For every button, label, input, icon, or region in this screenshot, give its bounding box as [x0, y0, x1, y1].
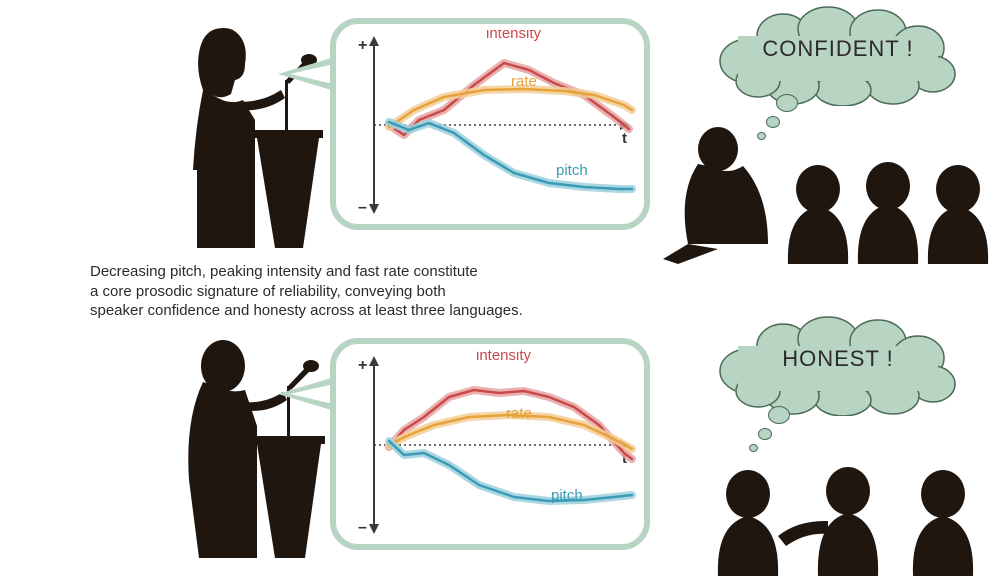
thought-bubble-bottom: HONEST ! — [708, 316, 968, 406]
prosody-chart-top: + – t intensity rate pitch — [346, 30, 636, 220]
thought-text-top: CONFIDENT ! — [708, 36, 968, 62]
svg-text:–: – — [358, 199, 367, 216]
thought-text-bottom: HONEST ! — [708, 346, 968, 372]
top-panel: + – t intensity rate pitch CONFIDENT ! — [0, 0, 1008, 260]
speech-bubble-tail — [278, 376, 338, 412]
svg-text:rate: rate — [506, 405, 532, 422]
svg-text:pitch: pitch — [551, 487, 583, 504]
svg-text:rate: rate — [511, 73, 537, 90]
caption-line-2: a core prosodic signature of reliability… — [90, 282, 523, 302]
svg-text:+: + — [358, 37, 367, 54]
svg-text:–: – — [358, 519, 367, 536]
caption-line-1: Decreasing pitch, peaking intensity and … — [90, 262, 523, 282]
caption-line-3: speaker confidence and honesty across at… — [90, 301, 523, 321]
speaker-silhouette-female — [145, 20, 345, 250]
svg-text:intensity: intensity — [476, 350, 532, 364]
svg-text:+: + — [358, 357, 367, 374]
speaker-silhouette-male — [145, 330, 345, 560]
caption-text: Decreasing pitch, peaking intensity and … — [90, 262, 523, 321]
audience-silhouette-top — [658, 94, 998, 264]
speech-bubble-top: + – t intensity rate pitch — [330, 18, 650, 230]
speech-bubble-bottom: +–tintensityratepitch — [330, 338, 650, 550]
svg-text:t: t — [622, 130, 627, 147]
bottom-panel: +–tintensityratepitch HONEST ! — [0, 320, 1008, 580]
svg-text:intensity: intensity — [486, 30, 542, 42]
speech-bubble-tail — [278, 56, 338, 92]
thought-bubble-top: CONFIDENT ! — [708, 6, 968, 96]
svg-text:pitch: pitch — [556, 162, 588, 179]
prosody-chart-bottom: +–tintensityratepitch — [346, 350, 636, 540]
audience-silhouette-bottom — [678, 426, 998, 576]
